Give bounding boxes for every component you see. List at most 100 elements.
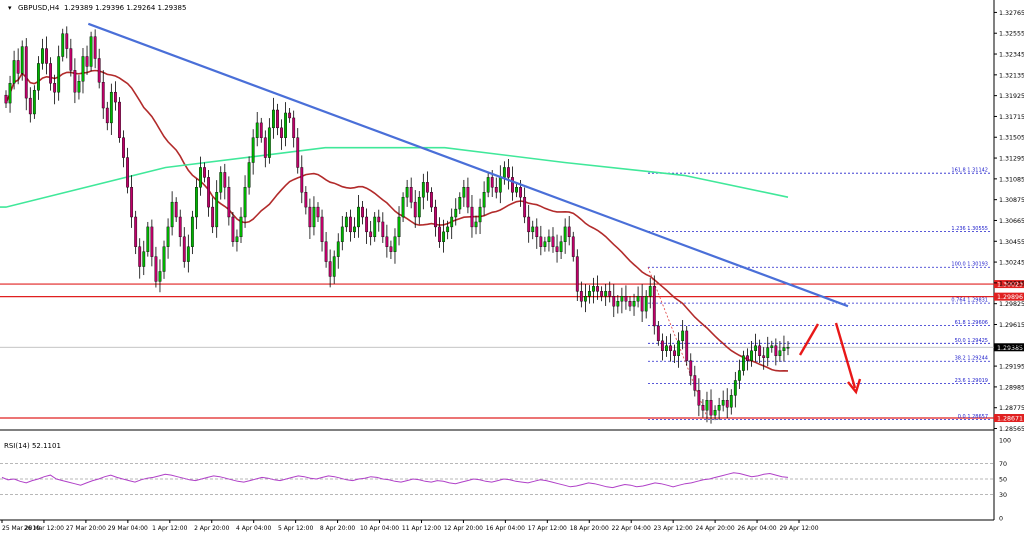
symbol-label: GBPUSD,H4 [18,4,60,12]
rsi-line [1,472,789,489]
candle [474,215,478,235]
candle-body [446,226,450,233]
candle-body [482,192,486,208]
candle [507,158,510,190]
candle-body [563,226,567,242]
candle [733,371,737,408]
candle [717,397,721,420]
candle [774,338,778,366]
candle [547,229,551,252]
candle-body [207,177,211,208]
fib-level-label: 0.0 1.28657 [958,414,988,420]
candle-body [223,172,227,188]
price-tick-label: 1.31085 [999,176,1024,183]
candle-body [32,89,36,115]
time-tick-label: 11 Apr 12:00 [402,525,441,532]
candle [247,156,251,195]
candle-body [669,345,672,351]
candle [203,162,206,183]
candle [701,399,705,418]
price-tick-label: 1.31925 [999,93,1024,100]
candle-body [130,187,134,218]
candle [292,110,296,148]
candle-body [255,122,259,138]
candle-body [348,216,352,233]
candle [640,284,644,323]
candle [69,38,73,77]
candle [89,31,93,72]
candle [758,339,762,364]
candle-body [490,177,494,188]
candle-body [507,167,510,178]
time-tick-label: 1 Apr 12:00 [152,525,187,532]
candle-body [186,246,190,262]
candle-body [673,350,676,356]
symbol-caret-icon[interactable]: ▾ [8,4,12,12]
candle-body [628,301,632,307]
candle-body [458,196,462,210]
candle [608,281,612,303]
candle-body [624,296,628,302]
candle-body [737,370,741,381]
candle [239,207,243,243]
candle [523,187,527,224]
candle-body [600,291,604,297]
candle-body [162,246,166,272]
candle-body [182,236,186,262]
candle [417,191,421,225]
candle [65,26,69,59]
candle [652,275,656,335]
time-tick-label: 12 Apr 20:00 [444,525,483,532]
candle [377,209,381,232]
price-tick-label: 1.32555 [999,31,1024,38]
candle [393,228,397,264]
candle-body [462,187,466,198]
candle [632,293,636,316]
candle-body [377,216,381,223]
candle-body [134,216,138,247]
candle [648,277,652,309]
candle-body [531,226,535,233]
candle-body [118,101,121,138]
fib-level-label: 100.0 1.30193 [951,262,988,268]
candle [231,212,235,247]
up-arrow-line [798,323,820,356]
candle [620,287,624,314]
candle-body [725,400,729,408]
candle [511,166,514,201]
time-tick-label: 10 Apr 04:00 [360,525,399,532]
price-tick-label: 1.28565 [999,426,1024,433]
candle [693,365,697,397]
candle-body [199,167,202,188]
trend-line[interactable] [87,22,849,308]
candle [563,218,567,254]
candle [770,340,774,353]
level-price-tag [994,280,1024,289]
candle [340,216,344,251]
candle [515,182,518,198]
candle [673,344,676,364]
candle [348,209,352,242]
candle-body [57,56,61,93]
time-tick-label: 26 Mar 12:00 [24,525,64,532]
candle [284,102,287,147]
time-tick-label: 24 Apr 20:00 [696,525,735,532]
candle-body [178,216,182,238]
candle-body [527,216,531,233]
candle-body [583,296,587,302]
candle-body [381,221,385,238]
candle [195,178,198,230]
candle [316,202,320,222]
candle [434,199,437,237]
candle [385,224,389,258]
candle-body [166,226,170,247]
candle-body [28,97,32,115]
candle [267,118,271,164]
candle-body [109,91,113,124]
candle [312,196,316,236]
candle-body [93,36,97,59]
candle [778,341,782,362]
price-tick-label: 1.29825 [999,301,1024,308]
